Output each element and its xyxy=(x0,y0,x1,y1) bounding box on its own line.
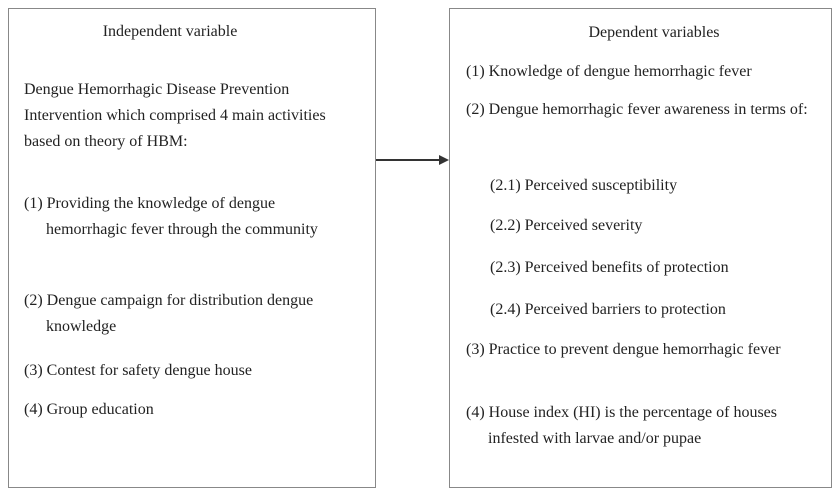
right-item: (4) House index (HI) is the percentage o… xyxy=(466,404,778,447)
right-subitem: (2.4) Perceived barriers to protection xyxy=(490,301,726,318)
right-subitem: (2.3) Perceived benefits of protection xyxy=(490,259,729,276)
right-subitem: (2.2) Perceived severity xyxy=(490,217,643,234)
left-item: (2) Dengue campaign for distribution den… xyxy=(24,292,314,335)
left-item: (1) Providing the knowledge of dengue he… xyxy=(24,195,318,238)
right-item: (2) Dengue hemorrhagic fever awareness i… xyxy=(466,101,808,118)
right-title: Dependent variables xyxy=(588,24,720,41)
left-intro: Dengue Hemorrhagic Disease Prevention In… xyxy=(24,81,326,150)
arrow-head xyxy=(439,155,449,165)
left-item: (3) Contest for safety dengue house xyxy=(24,362,252,379)
right-item: (3) Practice to prevent dengue hemorrhag… xyxy=(466,341,781,358)
left-title: Independent variable xyxy=(102,23,238,40)
right-item: (1) Knowledge of dengue hemorrhagic feve… xyxy=(466,63,752,80)
left-item: (4) Group education xyxy=(24,401,154,418)
right-subitem: (2.1) Perceived susceptibility xyxy=(490,177,678,194)
